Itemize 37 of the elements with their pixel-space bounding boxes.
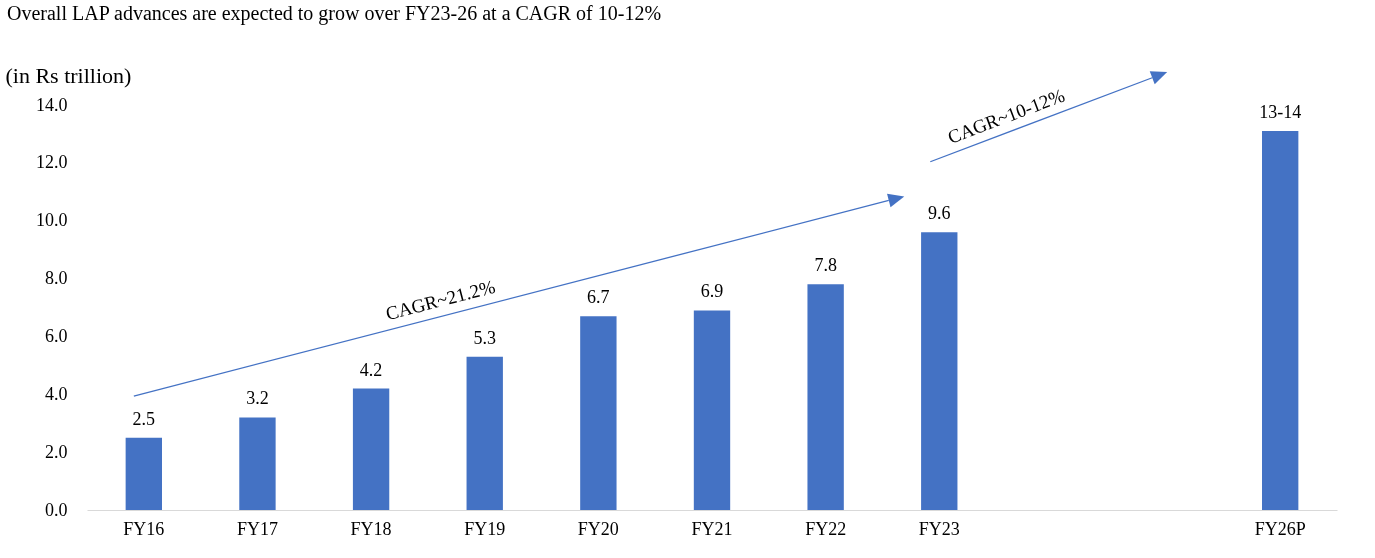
bar: [693, 310, 731, 510]
y-tick-label: 12.0: [36, 152, 68, 173]
y-tick-label: 14.0: [36, 94, 68, 115]
x-tick-label: FY23: [918, 518, 960, 539]
y-axis-title: (in Rs trillion): [5, 62, 132, 88]
bar: [807, 284, 844, 510]
x-tick-label: FY19: [464, 518, 506, 539]
data-label: 6.9: [700, 281, 724, 302]
y-tick-label: 8.0: [45, 268, 68, 289]
bar: [125, 437, 162, 510]
x-tick-label: FY21: [691, 518, 733, 539]
data-label: 2.5: [132, 408, 156, 429]
data-label: 5.3: [473, 327, 496, 348]
bar: [921, 232, 958, 510]
bar: [1262, 131, 1299, 510]
bar: [239, 417, 276, 510]
chart-title: Overall LAP advances are expected to grow over FY23-26 at a CAGR of 10-12%: [7, 2, 662, 25]
x-tick-label: FY22: [805, 518, 847, 539]
bar: [580, 316, 617, 510]
data-label: 4.2: [359, 359, 383, 380]
data-label: 13-14: [1259, 102, 1302, 123]
y-tick-label: 6.0: [45, 325, 68, 346]
x-tick-label: FY18: [350, 518, 392, 539]
data-label: 9.6: [928, 203, 951, 224]
y-tick-label: 0.0: [45, 499, 68, 520]
bar: [466, 356, 503, 510]
x-tick-label: FY26P: [1254, 518, 1306, 539]
y-tick-label: 10.0: [36, 210, 68, 231]
data-label: 6.7: [587, 287, 610, 308]
x-tick-label: FY16: [123, 518, 165, 539]
bar: [352, 388, 390, 510]
data-label: 3.2: [246, 388, 269, 409]
x-tick-label: FY17: [236, 518, 278, 539]
y-tick-label: 4.0: [45, 383, 68, 404]
x-tick-label: FY20: [577, 518, 619, 539]
data-label: 7.8: [814, 255, 837, 276]
y-tick-label: 2.0: [45, 441, 68, 462]
